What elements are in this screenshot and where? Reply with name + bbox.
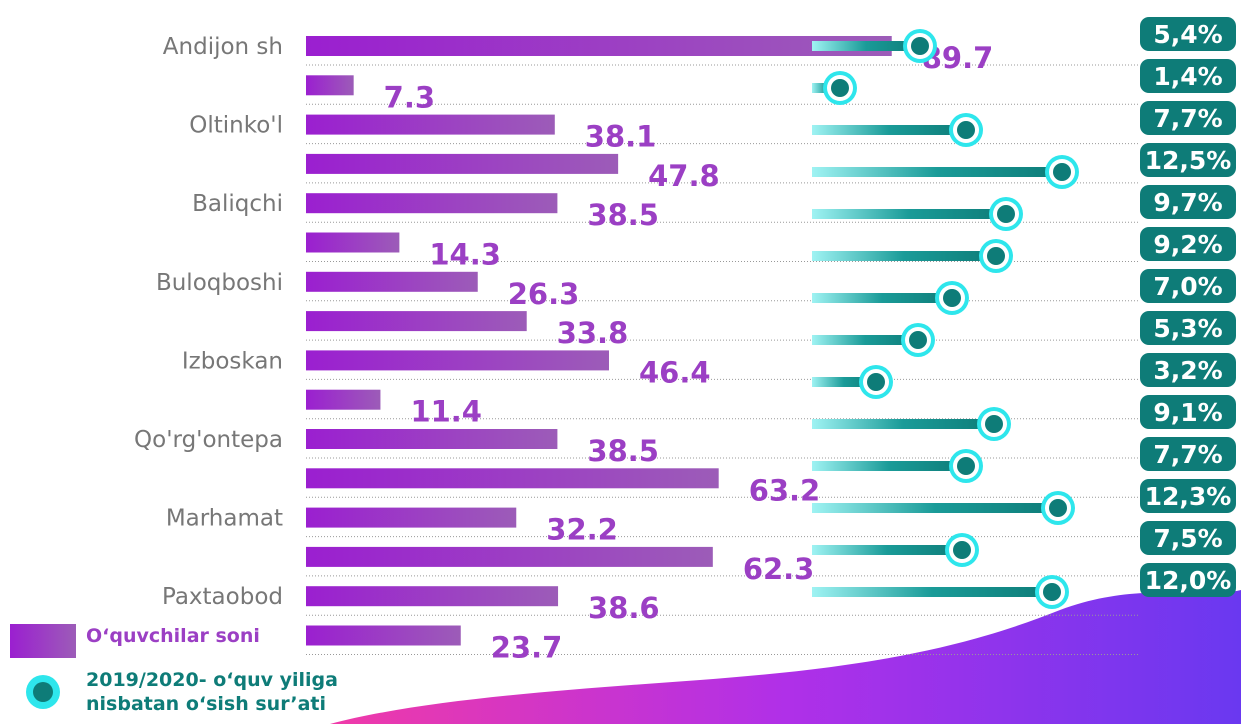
growth-dot [935,281,969,315]
bar [306,626,461,646]
bar [306,586,558,606]
bar [306,193,557,213]
growth-dot [977,407,1011,441]
growth-dot [859,365,893,399]
value-label: 38.6 [588,591,660,625]
page: Andijon sh89.77.3Oltinko'l38.147.8Baliqc… [0,0,1241,724]
legend-label: 2019/2020- o‘quv yiliga nisbatan o‘sish … [86,668,386,716]
value-label: 5,4% [1153,20,1222,49]
value-label: 7.3 [384,80,435,114]
value-label: 38.5 [587,434,659,468]
growth-bar [812,503,1058,513]
value-label: 12,5% [1145,146,1232,175]
value-label: 7,7% [1153,104,1222,133]
value-label: 7,0% [1153,272,1222,301]
bar [306,311,527,331]
bar [306,429,557,449]
value-label: 12,3% [1145,482,1232,511]
growth-dot [903,29,937,63]
growth-bar [812,545,962,555]
value-label: 46.4 [639,355,711,389]
growth-dot [1035,575,1069,609]
y-tick-label: Buloqboshi [156,270,283,296]
bar [306,272,478,292]
bar [306,468,719,488]
growth-bar [812,167,1062,177]
growth-dot [979,239,1013,273]
value-label: 7,5% [1153,524,1222,553]
growth-bar [812,461,966,471]
growth-bar [812,293,952,303]
growth-bar [812,419,994,429]
growth-dot [901,323,935,357]
bar [306,36,892,56]
y-tick-label: Baliqchi [192,191,283,217]
bar [306,350,609,370]
value-label: 26.3 [508,277,580,311]
value-label: 33.8 [557,316,629,350]
legend-swatch [33,682,53,702]
bar [306,233,399,253]
growth-dot [1045,155,1079,189]
value-label: 63.2 [749,473,821,507]
growth-dot [823,71,857,105]
bar [306,154,618,174]
legend-label: O‘quvchilar soni [86,624,260,648]
growth-dot [989,197,1023,231]
growth-dot [949,449,983,483]
y-tick-label: Andijon sh [163,34,283,60]
value-label: 7,7% [1153,440,1222,469]
bar [306,75,354,95]
value-label: 5,3% [1153,314,1222,343]
value-label: 62.3 [743,552,815,586]
value-label: 47.8 [648,159,720,193]
y-tick-label: Marhamat [166,506,283,532]
y-tick-label: Oltinko'l [189,113,283,139]
y-tick-label: Izboskan [182,348,283,374]
value-label: 38.1 [585,120,657,154]
value-label: 11.4 [410,395,482,429]
growth-bar [812,125,966,135]
legend-swatch [10,624,76,658]
value-label: 14.3 [429,238,501,272]
y-tick-label: Qo'rg'ontepa [134,427,283,453]
decoration [330,590,1241,724]
value-label: 3,2% [1153,356,1222,385]
chart: Andijon sh89.77.3Oltinko'l38.147.8Baliqc… [0,0,1241,724]
growth-dot [1041,491,1075,525]
value-label: 9,7% [1153,188,1222,217]
bar [306,547,713,567]
growth-bar [812,251,996,261]
bar [306,115,555,135]
value-label: 38.5 [587,198,659,232]
value-label: 23.7 [491,631,563,665]
bar [306,390,380,410]
value-label: 9,1% [1153,398,1222,427]
growth-bar [812,209,1006,219]
value-label: 12,0% [1145,566,1232,595]
value-label: 32.2 [546,513,618,547]
growth-dot [949,113,983,147]
growth-dot [945,533,979,567]
bar [306,508,516,528]
value-label: 1,4% [1153,62,1222,91]
y-tick-label: Paxtaobod [162,584,283,610]
value-label: 9,2% [1153,230,1222,259]
growth-bar [812,587,1052,597]
